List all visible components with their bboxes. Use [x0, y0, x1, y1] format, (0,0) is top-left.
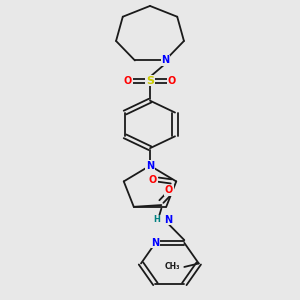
Text: H: H — [154, 215, 160, 224]
Text: N: N — [146, 161, 154, 171]
Text: S: S — [146, 76, 154, 86]
Text: O: O — [149, 175, 157, 184]
Text: O: O — [168, 76, 176, 86]
Text: CH₃: CH₃ — [165, 262, 180, 272]
Text: N: N — [164, 215, 172, 225]
Text: N: N — [152, 238, 160, 248]
Text: O: O — [165, 185, 173, 195]
Text: N: N — [161, 56, 169, 65]
Text: O: O — [124, 76, 132, 86]
